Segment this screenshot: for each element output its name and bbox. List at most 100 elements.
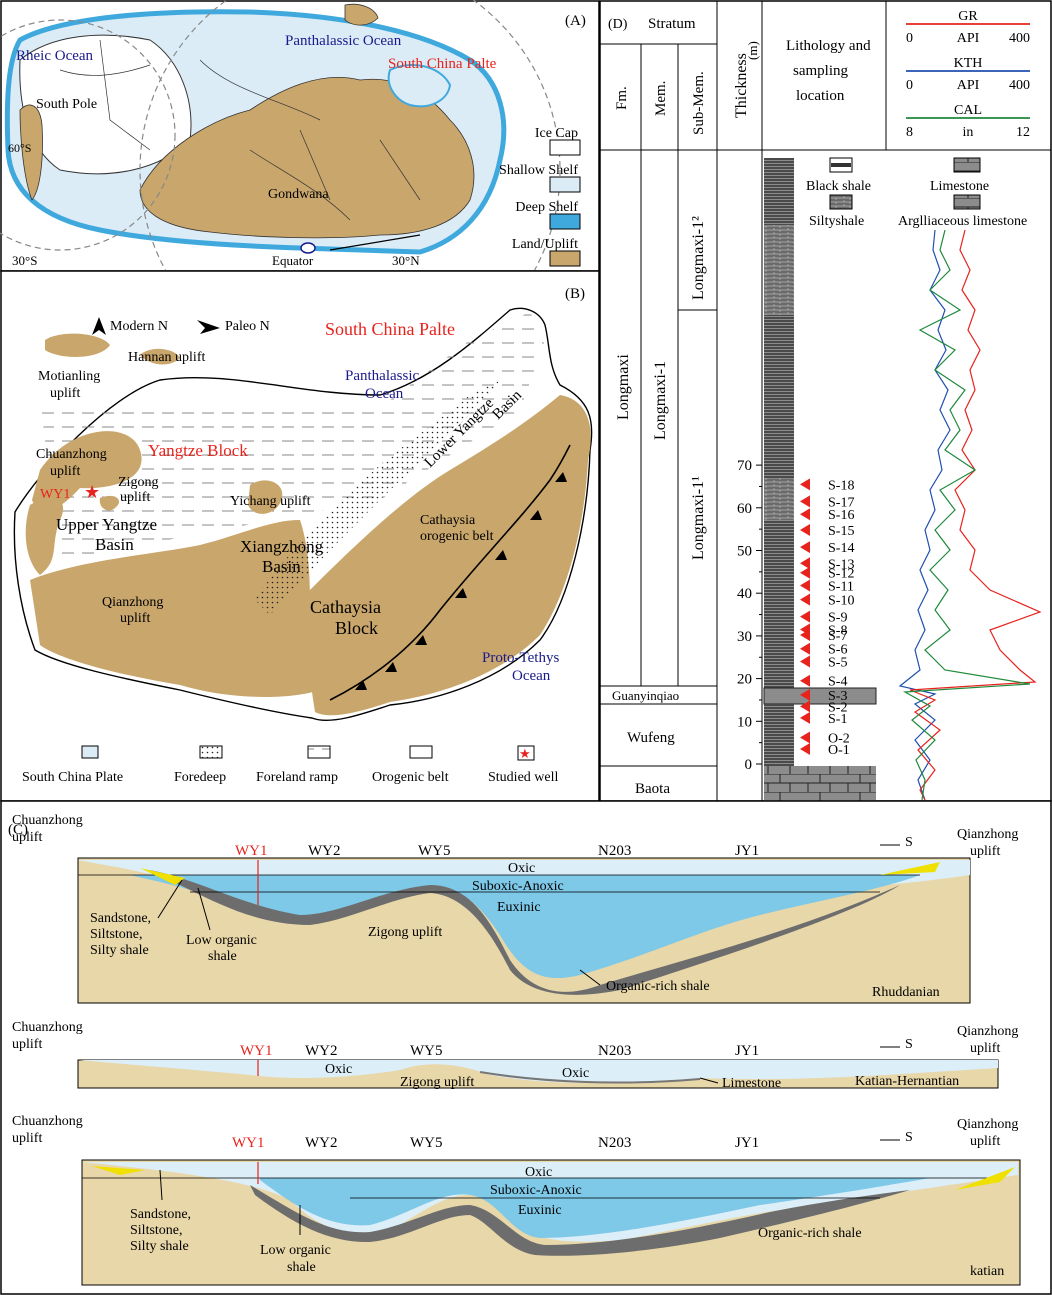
s1-organic-label: Organic-rich shale [606, 979, 710, 994]
legend-well-label: Studied well [488, 770, 558, 785]
panel-d-stratigraphic-column: (D) Stratum Fm. Mem. Sub-Mem. Thickness … [599, 0, 1052, 802]
s3-well-wy2: WY2 [305, 1135, 338, 1151]
log-unit-cal: in [963, 125, 974, 140]
s2-well-wy2: WY2 [305, 1043, 338, 1059]
log-max-kth: 400 [1009, 78, 1030, 93]
katian-sandstone-west [92, 1166, 145, 1175]
yangtze-block-label: Yangtze Block [148, 441, 248, 460]
sample-label: S-2 [828, 700, 847, 715]
depth-axis: 0 10 20 30 40 50 60 70 [737, 458, 762, 773]
lat-30s-label: 30°S [12, 253, 37, 268]
deep-shelf-margin [4, 9, 507, 255]
hannan-uplift [140, 348, 180, 365]
sample-label: S-11 [828, 580, 854, 595]
log-max-cal: 12 [1016, 125, 1030, 140]
legend-well-icon [517, 745, 535, 761]
sample-marker-icon [800, 579, 810, 592]
qianzhong-label-2: uplift [120, 611, 150, 626]
panel-b-legend: ★ South China Plate Foredeep Foreland ra… [22, 745, 558, 785]
panel-c-label: (C) [8, 822, 28, 838]
orogenic-teeth [355, 472, 567, 690]
motianling-uplift [45, 333, 110, 357]
west-uplift [25, 497, 64, 575]
thickness-unit: (m) [745, 41, 760, 60]
s1-suboxic-label: Suboxic-Anoxic [472, 879, 564, 894]
fm-header: Fm. [614, 86, 630, 110]
equator-label: Equator [272, 253, 314, 268]
s2-well-n203: N203 [598, 1043, 631, 1059]
katian-sandstone-east [955, 1167, 1015, 1190]
modern-north-arrow-icon [92, 317, 106, 335]
s3-suboxic-label: Suboxic-Anoxic [490, 1183, 582, 1198]
sample-label: S-12 [828, 567, 854, 582]
xiangzhong-label-1: Xiangzhong [240, 537, 324, 556]
sample-label: O-2 [828, 732, 850, 747]
gr-curve [909, 229, 1042, 801]
depth-tick-label: 10 [737, 714, 752, 730]
rhuddanian-euxinic [130, 875, 920, 979]
thickness-header: Thickness [733, 53, 750, 118]
sample-marker-icon [800, 478, 810, 491]
rheic-ocean-label: Rheic Ocean [16, 48, 94, 64]
s1-sandstone-3: Silty shale [90, 943, 149, 958]
legend-label-1: Shallow Shelf [499, 163, 578, 178]
panthalassic-label-1: Panthalassic [345, 368, 419, 384]
guanyinqiao-limestone-bed [763, 687, 877, 705]
baota-label: Baota [635, 781, 670, 797]
s1-oxic-label: Oxic [508, 861, 535, 876]
s2-section-name: Katian-Hernantian [855, 1074, 959, 1089]
wy1-map-label: WY1 [40, 487, 70, 502]
sample-marker-icon [800, 674, 810, 687]
modern-n-label: Modern N [110, 319, 168, 334]
legend-label-3: Land/Uplift [512, 237, 578, 252]
sample-label: S-10 [828, 594, 854, 609]
sample-label: S-1 [828, 712, 847, 727]
s2-oxic-east: Oxic [562, 1066, 589, 1081]
s3-right-label-2: uplift [970, 1134, 1000, 1149]
log-name-cal: CAL [954, 103, 982, 118]
sample-label: S-9 [828, 611, 847, 626]
zigong-uplift [99, 495, 120, 511]
s1-section-name: Rhuddanian [872, 985, 940, 1000]
yichang-label: Yichang uplift [230, 494, 311, 509]
log-headers: GR 0 API 400 KTH 0 API 400 CAL 8 in 12 [906, 9, 1030, 140]
s3-euxinic-label: Euxinic [518, 1203, 562, 1218]
katian-euxinic [260, 1178, 930, 1238]
wufeng-shale [764, 704, 794, 766]
sample-marker-icon [800, 566, 810, 579]
s3-organic-label: Organic-rich shale [758, 1226, 862, 1241]
limestone-legend-icon [953, 157, 981, 173]
s1-left-label-2: uplift [12, 830, 42, 845]
depth-tick-label: 50 [737, 544, 752, 560]
cathaysia-block-label-1: Cathaysia [310, 597, 381, 617]
zigong-label-1: Zigong [118, 475, 158, 490]
longmaxi-12-submember: Longmaxi-1² [690, 216, 707, 300]
lith-header-1: Lithology and [786, 38, 871, 54]
wufeng-label: Wufeng [627, 730, 675, 746]
s1-right-label-2: uplift [970, 844, 1000, 859]
rhuddanian-sandstone-east [880, 862, 940, 875]
chuanzhong-label-2: uplift [50, 464, 80, 479]
sample-marker-icon [800, 495, 810, 508]
depth-tick-label: 30 [737, 629, 752, 645]
stratum-header: Stratum [648, 16, 696, 32]
hannan-label: Hannan uplift [128, 350, 205, 365]
lat-30n-label: 30°N [392, 253, 420, 268]
siltyshale-interval-lower [764, 478, 794, 520]
sample-marker-icon [800, 642, 810, 655]
xiangzhong-label-2: Basin [262, 557, 301, 576]
panel-d-label: (D) [608, 17, 628, 32]
depth-tick-label: 60 [737, 501, 752, 517]
south-china-plate-shape [387, 64, 452, 108]
land-islet [344, 3, 379, 26]
s2-zigong-label: Zigong uplift [400, 1075, 474, 1090]
foreland-ramp-area [40, 312, 545, 560]
sample-marker-icon [800, 731, 810, 744]
s1-well-n203: N203 [598, 843, 631, 859]
s3-sandstone-2: Siltstone, [130, 1223, 183, 1238]
depth-tick-label: 0 [745, 757, 753, 773]
paleo-n-label: Paleo N [225, 319, 270, 334]
paleo-north-arrow-icon [197, 320, 220, 334]
s2-well-jy1: JY1 [735, 1043, 759, 1059]
log-min-kth: 0 [906, 78, 913, 93]
